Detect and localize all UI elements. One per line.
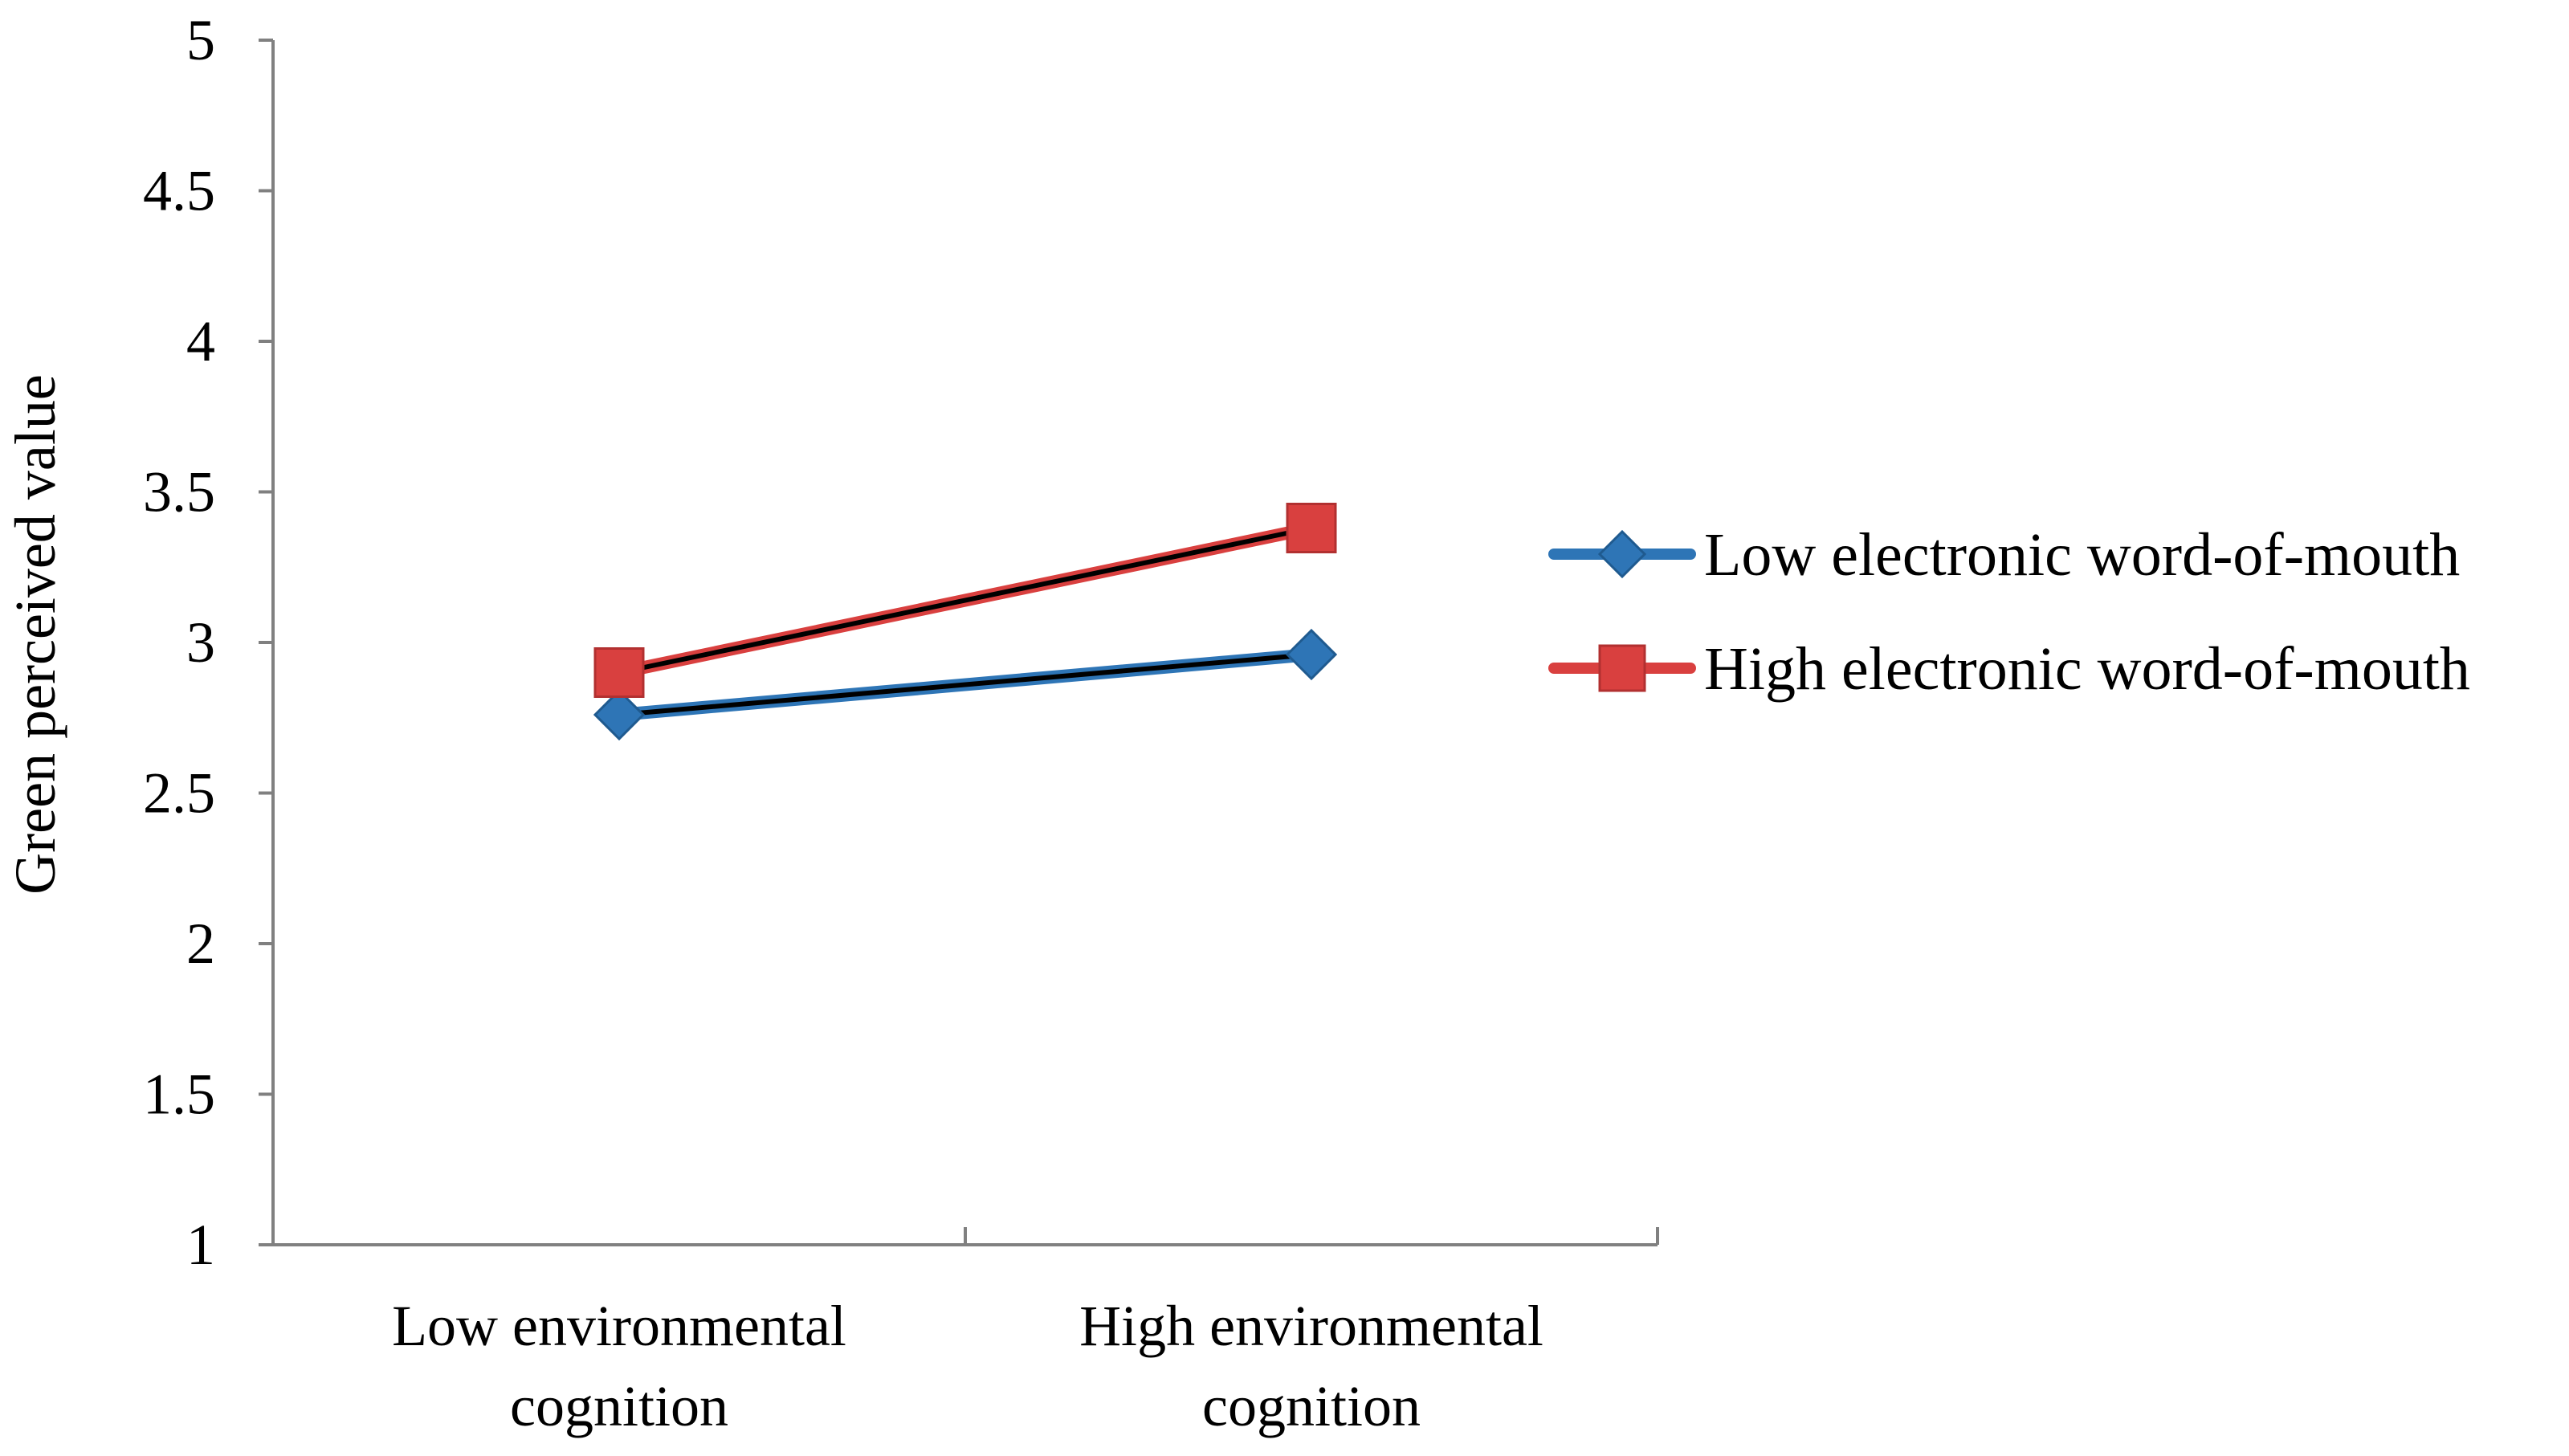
y-tick-label: 1.5: [143, 1062, 215, 1127]
y-tick-label: 3: [186, 610, 215, 675]
series-line-trend: [617, 525, 1314, 675]
legend-marker: [1598, 644, 1646, 692]
legend-label: Low electronic word-of-mouth: [1704, 521, 2460, 589]
data-point: [593, 688, 646, 741]
legend-label: High electronic word-of-mouth: [1704, 635, 2470, 703]
axes: [271, 40, 1658, 1246]
y-tick-label: 2.5: [143, 761, 215, 826]
y-ticks: 1 1.5 2 2.5 3 3.5 4 4.5 5: [143, 8, 273, 1277]
y-tick-label: 4.5: [143, 159, 215, 223]
legend-item: Low electronic word-of-mouth: [1548, 521, 2460, 589]
data-point: [1286, 503, 1337, 553]
y-tick-label: 1: [186, 1213, 215, 1277]
legend-item: High electronic word-of-mouth: [1548, 635, 2470, 703]
x-category-label-line: High environmental: [1079, 1294, 1543, 1358]
legend: Low electronic word-of-mouth High electro…: [1548, 521, 2470, 703]
x-category-label-line: Low environmental: [392, 1294, 846, 1358]
x-category-label-line: cognition: [510, 1374, 728, 1438]
y-tick-label: 5: [186, 8, 215, 72]
series-line-trend: [617, 652, 1314, 717]
x-category-label: Low environmental cognition: [392, 1294, 846, 1438]
y-tick-label: 4: [186, 309, 215, 373]
y-axis-title: Green perceived value: [3, 374, 67, 895]
series-1: [593, 628, 1338, 741]
series-layer: [593, 503, 1338, 741]
x-category-label: High environmental cognition: [1079, 1294, 1543, 1438]
data-point: [1285, 628, 1338, 681]
y-tick-label: 3.5: [143, 460, 215, 524]
y-tick-label: 2: [186, 912, 215, 976]
x-category-label-line: cognition: [1202, 1374, 1421, 1438]
data-point: [593, 647, 645, 698]
series-2: [593, 503, 1337, 698]
legend-marker: [1597, 529, 1647, 579]
